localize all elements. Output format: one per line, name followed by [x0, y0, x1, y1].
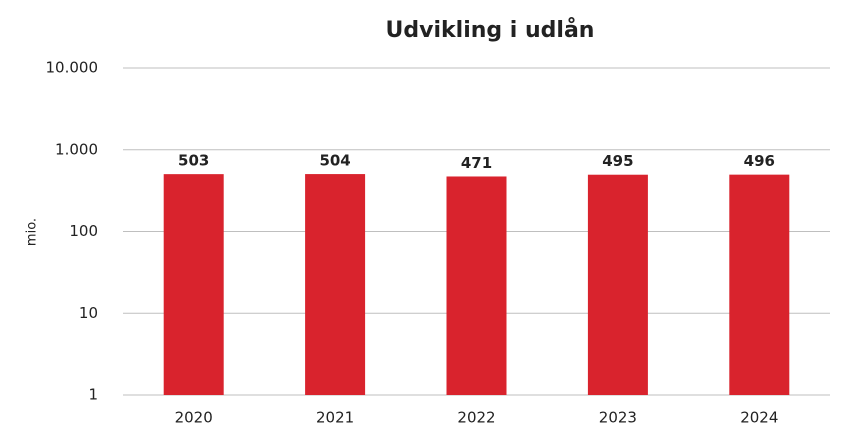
data-label: 504: [319, 152, 350, 170]
y-axis-label: mio.: [25, 218, 40, 246]
chart-title: Udvikling i udlån: [386, 17, 595, 43]
x-tick-label: 2021: [316, 409, 354, 427]
x-tick-label: 2022: [457, 409, 495, 427]
data-label: 471: [461, 154, 492, 172]
x-tick-label: 2020: [175, 409, 213, 427]
data-label: 496: [744, 152, 775, 170]
y-tick-label: 10: [79, 304, 98, 322]
y-tick-label: 1.000: [55, 140, 98, 158]
data-label: 503: [178, 152, 209, 170]
bar: [729, 174, 790, 395]
x-tick-label: 2023: [599, 409, 637, 427]
bar: [305, 174, 366, 395]
x-tick-label: 2024: [740, 409, 778, 427]
y-tick-label: 10.000: [46, 59, 99, 77]
bar: [163, 174, 224, 395]
bar: [587, 174, 648, 395]
y-tick-label: 1: [88, 386, 98, 404]
bar: [446, 176, 507, 395]
y-tick-label: 100: [69, 222, 98, 240]
data-label: 495: [602, 152, 633, 170]
